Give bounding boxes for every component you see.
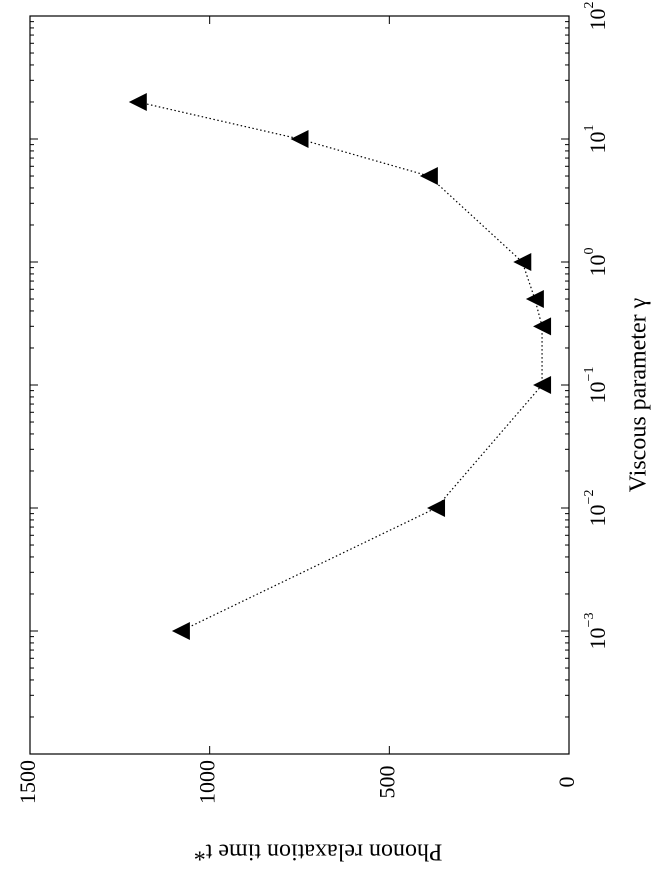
data-point: [419, 167, 438, 186]
x-axis-title: Viscous parameter γ: [626, 297, 652, 492]
data-point: [513, 253, 532, 271]
data-point: [427, 499, 446, 517]
data-point: [533, 317, 552, 336]
data-point: [128, 92, 147, 111]
y-tick-label: 500: [374, 766, 399, 799]
y-tick-label: 1500: [15, 760, 40, 804]
x-tick-label: 102: [582, 2, 610, 31]
data-point: [171, 622, 190, 640]
x-tick-label: 10−1: [582, 367, 610, 404]
x-tick-label: 10−3: [582, 613, 610, 650]
x-tick-label: 101: [582, 125, 610, 154]
y-axis-title: Phonon relaxation time t*: [194, 838, 443, 864]
x-tick-label: 100: [582, 248, 610, 277]
x-tick-label: 10−2: [582, 490, 610, 527]
data-point: [290, 130, 309, 148]
y-tick-label: 1000: [195, 760, 220, 804]
data-point: [533, 376, 552, 394]
y-tick-label: 0: [554, 777, 579, 788]
series-line: [137, 101, 543, 632]
plot-layer: 10−3 10−2 10−1 100 101 102 0 500 1000 1500 Viscous…: [15, 2, 651, 865]
data-point: [525, 290, 544, 309]
plot-frame: [29, 15, 570, 755]
